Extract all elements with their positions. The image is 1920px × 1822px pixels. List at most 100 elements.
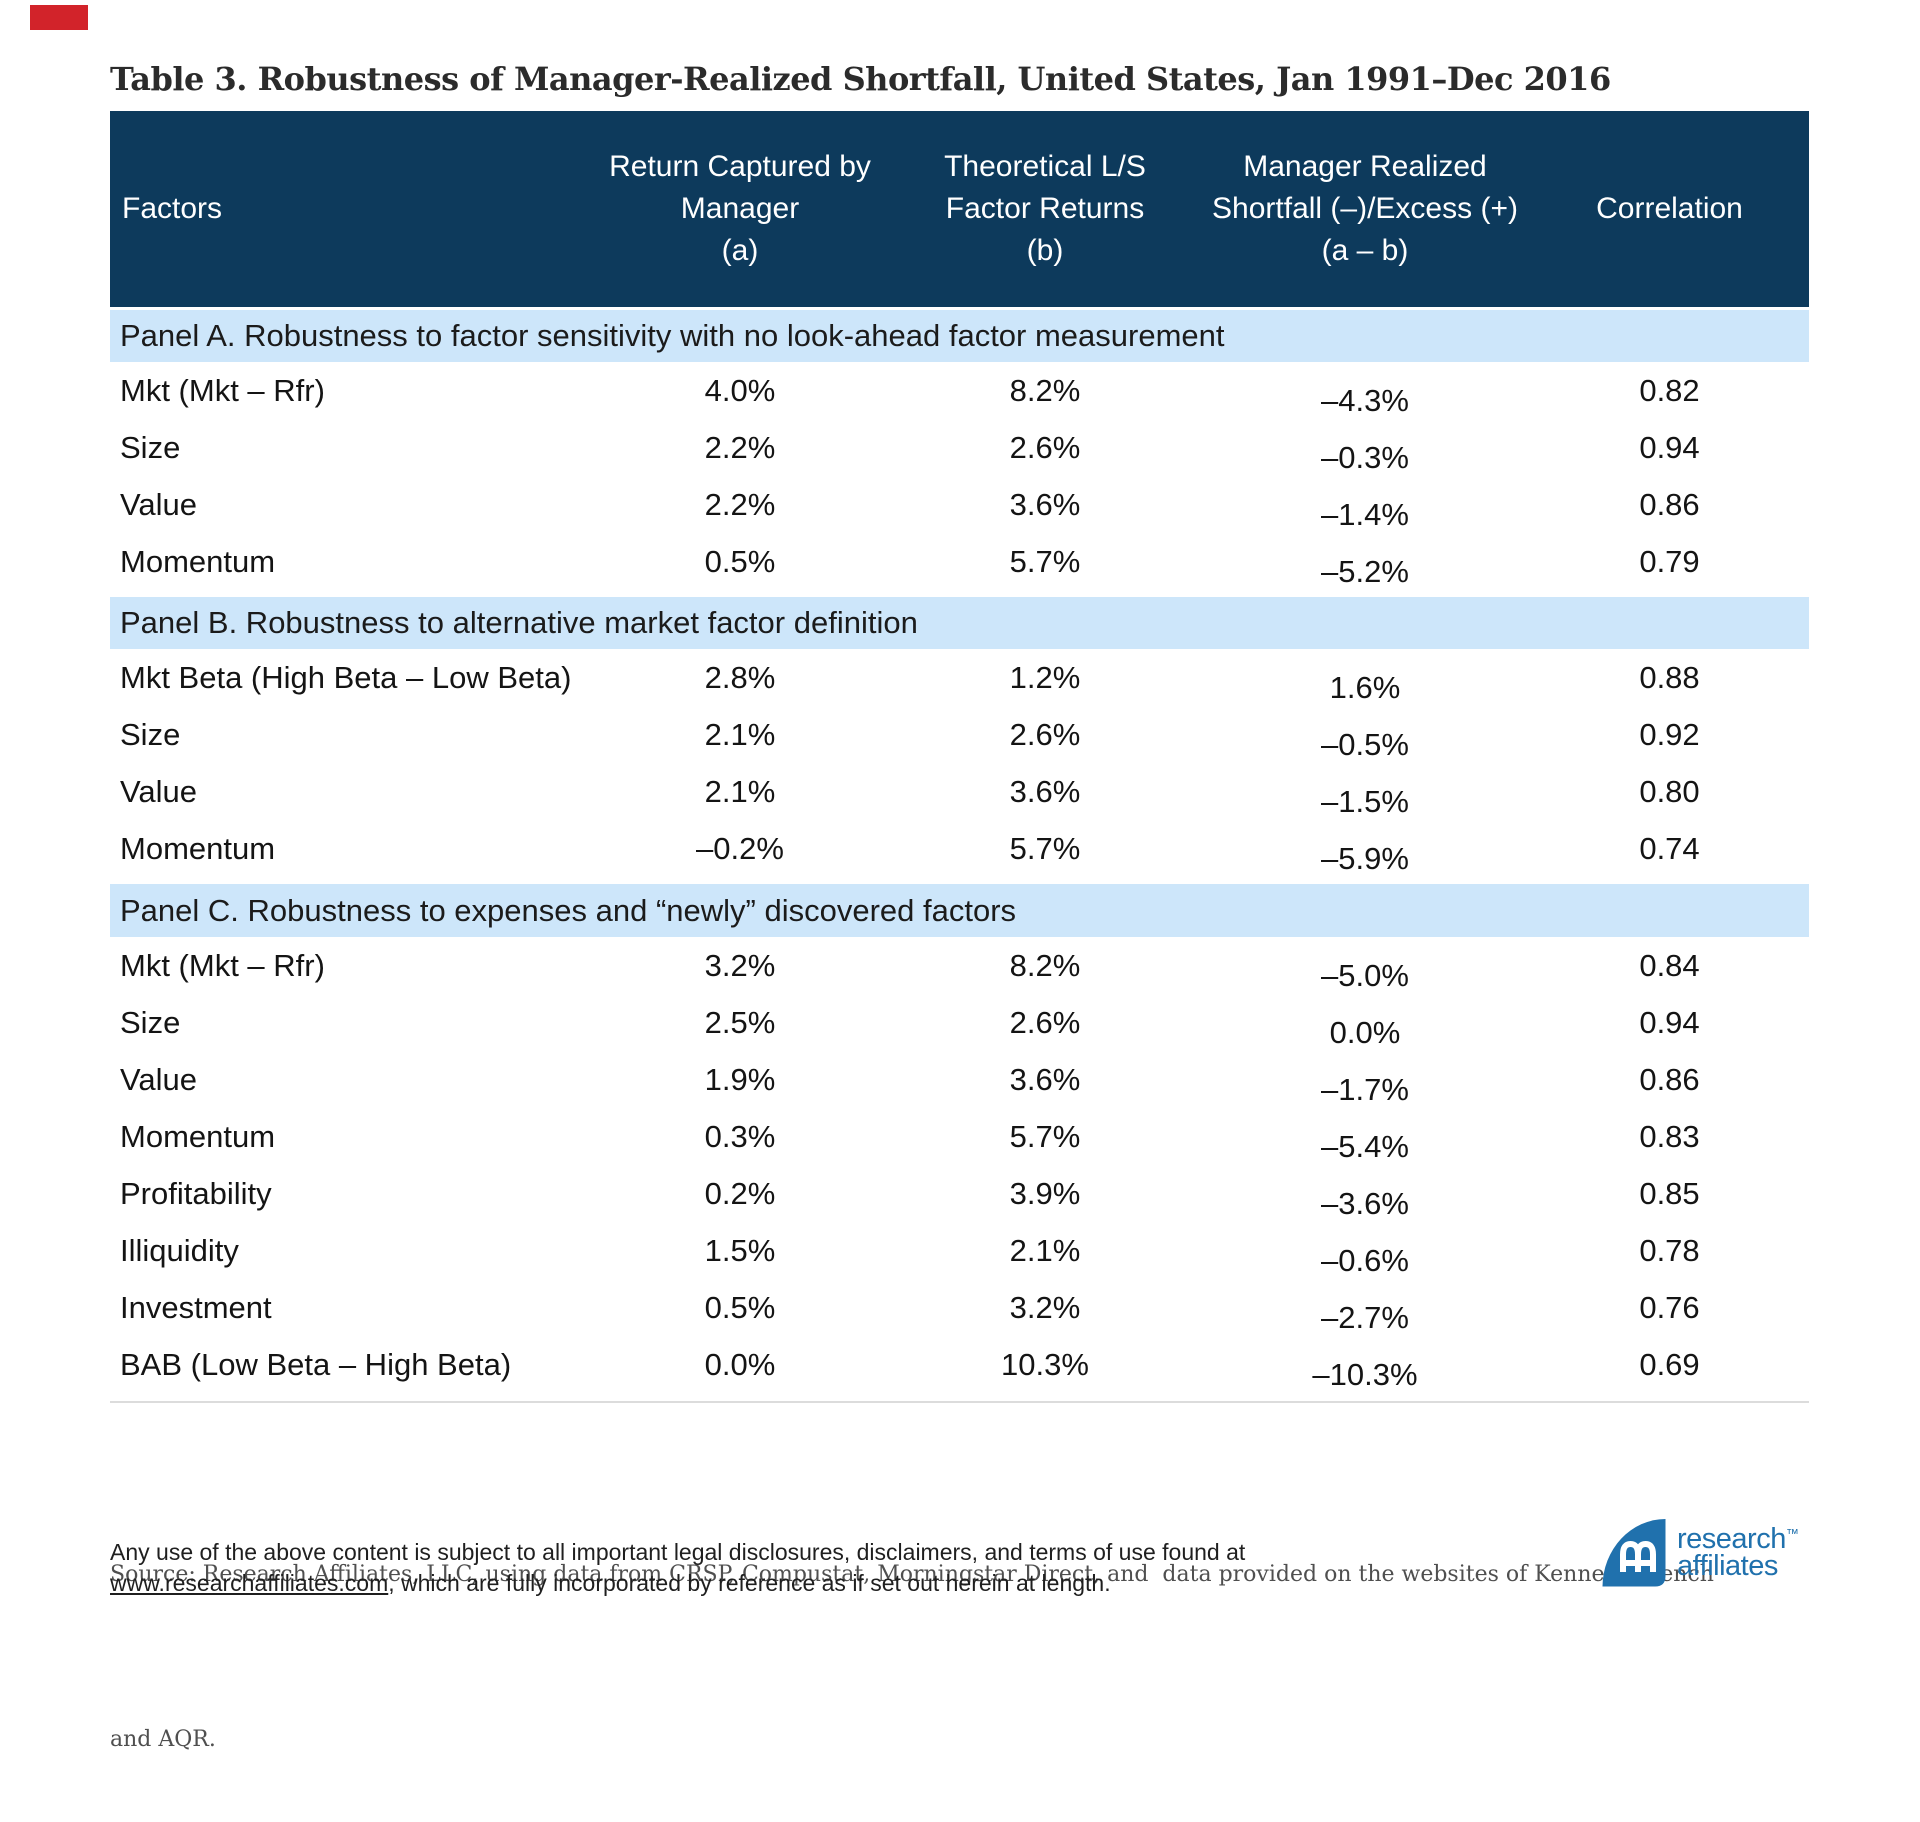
value-cell: 0.86 [1639,486,1700,522]
factor-cell: Illiquidity [120,1232,239,1268]
table-row: Momentum 0.3% 5.7% –5.4% 0.83 [110,1108,1809,1165]
header-line: Manager Realized [1243,150,1487,183]
value-cell: 0.0% [1329,1014,1401,1050]
table-row: Size 2.1% 2.6% –0.5% 0.92 [110,706,1809,763]
value-cell: –0.2% [696,830,784,866]
site-link[interactable]: www.researchaffiliates.com [110,1570,389,1596]
value-cell: 2.1% [704,716,776,752]
value-cell: 0.84 [1639,947,1700,983]
panel-b-header: Panel B. Robustness to alternative marke… [110,597,1809,649]
value-cell: 3.2% [1009,1289,1081,1325]
table-row: Mkt Beta (High Beta – Low Beta) 2.8% 1.2… [110,649,1809,706]
table-row: Momentum –0.2% 5.7% –5.9% 0.74 [110,820,1809,877]
value-cell: 1.5% [704,1232,776,1268]
value-cell: 10.3% [1001,1346,1089,1382]
table-row: Value 1.9% 3.6% –1.7% 0.86 [110,1051,1809,1108]
value-cell: 0.79 [1639,543,1700,579]
value-cell: –5.9% [1321,840,1409,876]
factor-cell: Momentum [120,543,276,579]
header-return-captured: Return Captured by Manager (a) [590,146,890,272]
value-cell: 3.6% [1009,1061,1081,1097]
trademark-symbol: ™ [1785,1525,1799,1541]
red-marker [30,5,88,30]
value-cell: 8.2% [1009,947,1081,983]
value-cell: 0.94 [1639,429,1700,465]
table-header: Factors Return Captured by Manager (a) T… [110,111,1809,307]
table-row: Profitability 0.2% 3.9% –3.6% 0.85 [110,1165,1809,1222]
value-cell: 2.2% [704,486,776,522]
research-affiliates-logo: research™ affiliates [1602,1518,1799,1587]
legal-line-rest: , which are fully incorporated by refere… [388,1570,1111,1596]
value-cell: –1.5% [1321,783,1409,819]
value-cell: –10.3% [1312,1356,1418,1392]
value-cell: –4.3% [1321,382,1409,418]
factor-cell: Size [120,429,181,465]
table-row: Momentum 0.5% 5.7% –5.2% 0.79 [110,533,1809,590]
ra-logo-mark-icon [1602,1519,1666,1587]
header-line: Factor Returns [945,192,1145,225]
value-cell: 0.5% [704,1289,776,1325]
ra-logo-line2: affiliates [1677,1549,1778,1582]
header-line: (a – b) [1321,234,1409,267]
value-cell: 3.6% [1009,773,1081,809]
value-cell: 0.85 [1639,1175,1700,1211]
value-cell: –2.7% [1321,1299,1409,1335]
factor-cell: Momentum [120,1118,276,1154]
value-cell: 0.94 [1639,1004,1700,1040]
factor-cell: Value [120,486,197,522]
factor-cell: Profitability [120,1175,272,1211]
ra-logo-line1: research™ [1677,1522,1799,1555]
table-row: Value 2.2% 3.6% –1.4% 0.86 [110,476,1809,533]
page-title: Table 3. Robustness of Manager-Realized … [110,60,1611,98]
legal-line: Any use of the above content is subject … [110,1539,1246,1565]
value-cell: 0.86 [1639,1061,1700,1097]
factor-cell: Mkt (Mkt – Rfr) [120,372,325,408]
header-theoretical-returns: Theoretical L/S Factor Returns (b) [890,146,1200,272]
value-cell: –5.4% [1321,1128,1409,1164]
value-cell: –0.5% [1321,726,1409,762]
source-note: Source: Research Affiliates, LLC, using … [110,1437,1790,1822]
table-row: Size 2.2% 2.6% –0.3% 0.94 [110,419,1809,476]
value-cell: –0.6% [1321,1242,1409,1278]
value-cell: 0.88 [1639,659,1700,695]
value-cell: –1.7% [1321,1071,1409,1107]
value-cell: 5.7% [1009,1118,1081,1154]
value-cell: 0.74 [1639,830,1700,866]
value-cell: 8.2% [1009,372,1081,408]
value-cell: 0.5% [704,543,776,579]
table-row: Mkt (Mkt – Rfr) 4.0% 8.2% –4.3% 0.82 [110,362,1809,419]
table-row: BAB (Low Beta – High Beta) 0.0% 10.3% –1… [110,1336,1809,1393]
table-row: Mkt (Mkt – Rfr) 3.2% 8.2% –5.0% 0.84 [110,937,1809,994]
value-cell: 0.83 [1639,1118,1700,1154]
value-cell: 2.5% [704,1004,776,1040]
legal-line: www.researchaffiliates.com, which are fu… [110,1568,1410,1599]
value-cell: 2.1% [704,773,776,809]
header-line: Shortfall (–)/Excess (+) [1212,192,1518,225]
legal-note: Any use of the above content is subject … [110,1537,1410,1599]
value-cell: 2.1% [1009,1232,1081,1268]
factor-cell: Momentum [120,830,276,866]
header-factors: Factors [122,192,223,225]
value-cell: –3.6% [1321,1185,1409,1221]
panel-a-header: Panel A. Robustness to factor sensitivit… [110,310,1809,362]
factor-cell: Value [120,773,197,809]
value-cell: –5.2% [1321,553,1409,589]
value-cell: 2.6% [1009,1004,1081,1040]
value-cell: 2.6% [1009,716,1081,752]
value-cell: 2.8% [704,659,776,695]
value-cell: 3.2% [704,947,776,983]
factor-cell: Investment [120,1289,272,1325]
panel-c-header: Panel C. Robustness to expenses and “new… [110,884,1809,937]
table-row: Illiquidity 1.5% 2.1% –0.6% 0.78 [110,1222,1809,1279]
source-line: and AQR. [110,1727,216,1752]
value-cell: 0.3% [704,1118,776,1154]
value-cell: 2.6% [1009,429,1081,465]
value-cell: 0.0% [704,1346,776,1382]
header-shortfall: Manager Realized Shortfall (–)/Excess (+… [1200,146,1530,272]
value-cell: 1.2% [1009,659,1081,695]
table-bottom-rule [110,1401,1809,1403]
factor-cell: Mkt (Mkt – Rfr) [120,947,325,983]
value-cell: 3.9% [1009,1175,1081,1211]
header-line: Theoretical L/S [944,150,1146,183]
factor-cell: BAB (Low Beta – High Beta) [120,1346,512,1382]
